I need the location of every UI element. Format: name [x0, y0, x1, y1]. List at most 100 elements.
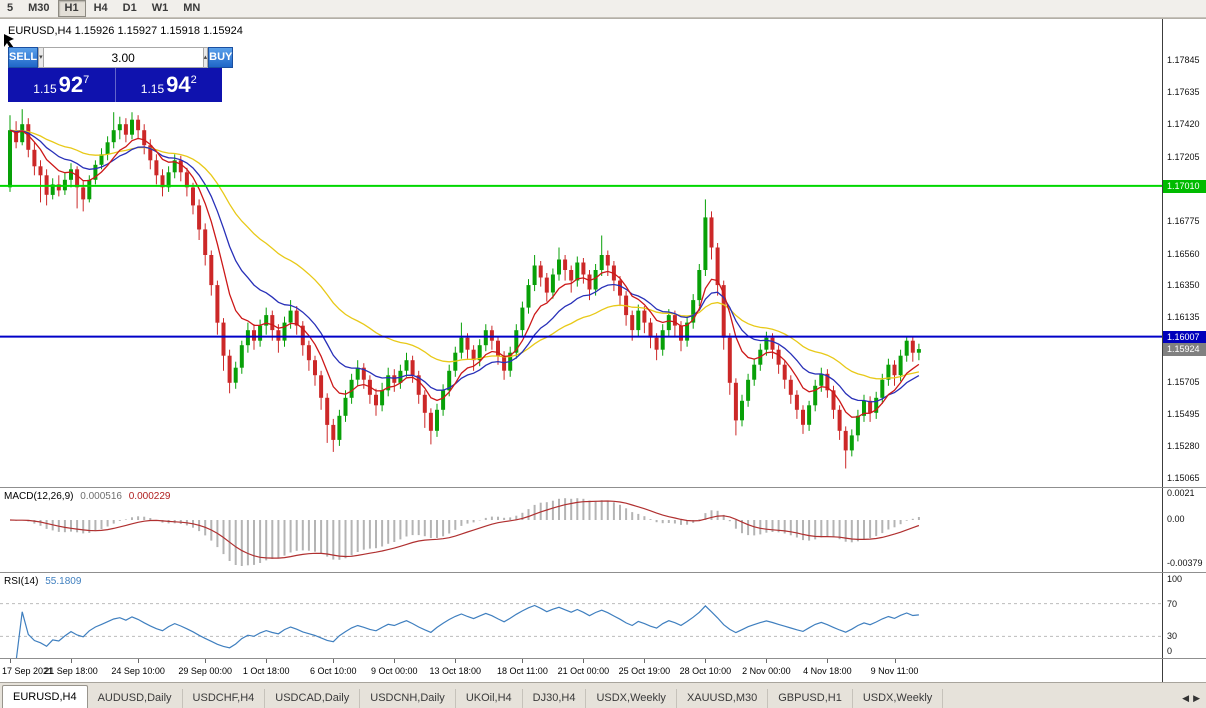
buy-button[interactable]: BUY — [208, 47, 234, 68]
rsi-axis-label: 100 — [1167, 574, 1183, 584]
macd-axis-label: 0.00 — [1167, 514, 1185, 524]
chart-ohlc-header: EURUSD,H4 1.15926 1.15927 1.15918 1.1592… — [8, 25, 243, 37]
ohlc-text: EURUSD,H4 1.15926 1.15927 1.15918 1.1592… — [8, 25, 243, 37]
price-axis[interactable]: 1.17845 1.17635 1.17420 1.17205 1.16775 1.165… — [1162, 19, 1206, 487]
timeframe-button-m30[interactable]: M30 — [28, 2, 50, 14]
buy-price-base: 1.15 — [140, 81, 165, 96]
timeframe-toolbar: 5 M30 H1 H4 D1 W1 MN — [0, 0, 1206, 18]
time-tick — [455, 659, 457, 663]
time-tick — [394, 659, 396, 663]
time-tick — [10, 659, 11, 663]
candlestick-chart[interactable] — [0, 19, 1162, 487]
macd-axis-label: -0.00379 — [1167, 558, 1203, 568]
rsi-axis-label: 0 — [1167, 646, 1173, 656]
price-axis-label: 1.16560 — [1167, 248, 1200, 259]
main-chart-panel: EURUSD,H4 1.15926 1.15927 1.15918 1.1592… — [0, 18, 1206, 487]
chart-tab-bar: EURUSD,H4 AUDUSD,Daily USDCHF,H4 USDCAD,Dai… — [0, 682, 1206, 708]
macd-label: MACD(12,26,9) 0.000516 0.000229 — [4, 491, 170, 502]
price-tag: 1.15924 — [1163, 343, 1206, 357]
rsi-plot[interactable]: RSI(14) 55.1809 — [0, 573, 1162, 658]
sell-price-sup: 7 — [83, 74, 90, 86]
time-tick — [827, 659, 829, 663]
chart-tab-xauusd-m30[interactable]: XAUUSD,M30 — [677, 689, 769, 708]
chart-tab-audusd-daily[interactable]: AUDUSD,Daily — [88, 689, 183, 708]
chart-tab-dj30-h4[interactable]: DJ30,H4 — [523, 689, 587, 708]
macd-plot[interactable]: MACD(12,26,9) 0.000516 0.000229 — [0, 488, 1162, 572]
chart-tab-usdcnh-daily[interactable]: USDCNH,Daily — [360, 689, 456, 708]
price-tag: 1.16007 — [1163, 330, 1206, 344]
tab-scroll-left-icon[interactable]: ◀ — [1182, 693, 1190, 703]
rsi-label: RSI(14) 55.1809 — [4, 576, 81, 587]
time-label: 13 Oct 18:00 — [429, 666, 482, 676]
timeframe-button-mn[interactable]: MN — [183, 2, 201, 14]
rsi-axis-label: 70 — [1167, 598, 1178, 609]
volume-up-icon[interactable]: ▴ — [202, 47, 209, 68]
time-tick — [333, 659, 335, 663]
time-axis-labels[interactable]: 17 Sep 2021 21 Sep 18:00 24 Sep 10:00 29 Se… — [0, 659, 1162, 682]
trade-prices-row: 1.15 92 7 1.15 94 2 — [8, 68, 222, 102]
timeframe-buttons: 5 M30 H1 H4 D1 W1 MN — [0, 0, 208, 17]
price-axis-label: 1.16350 — [1167, 280, 1200, 291]
timeframe-button-h1[interactable]: H1 — [57, 0, 86, 17]
macd-axis[interactable]: 0.0021 0.00 -0.00379 — [1162, 488, 1206, 572]
price-axis-label: 1.15705 — [1167, 377, 1200, 388]
macd-signal-value: 0.000229 — [128, 491, 171, 502]
timeframe-button-h4[interactable]: H4 — [93, 2, 108, 14]
price-tag: 1.17010 — [1163, 179, 1206, 193]
rsi-axis[interactable]: 100 70 30 0 — [1162, 573, 1206, 658]
timeframe-button-5[interactable]: 5 — [7, 2, 14, 14]
tab-scroll-right-icon[interactable]: ▶ — [1193, 693, 1200, 703]
time-label: 9 Oct 00:00 — [371, 666, 418, 676]
buy-price[interactable]: 1.15 94 2 — [114, 68, 223, 102]
time-tick — [266, 659, 268, 663]
sell-button[interactable]: SELL — [8, 47, 39, 68]
time-tick — [205, 659, 207, 663]
sell-price[interactable]: 1.15 92 7 — [8, 68, 115, 102]
volume-input[interactable] — [43, 47, 203, 68]
volume-down-icon[interactable]: ▾ — [38, 47, 44, 68]
chart-tab-ukoil-h4[interactable]: UKOil,H4 — [456, 689, 523, 708]
rsi-axis-label: 30 — [1167, 631, 1178, 642]
time-label: 25 Oct 19:00 — [618, 666, 671, 676]
buy-price-sup: 2 — [190, 74, 197, 86]
rsi-name: RSI(14) — [4, 576, 39, 587]
price-axis-label: 1.16135 — [1167, 312, 1200, 323]
time-label: 9 Nov 11:00 — [870, 666, 919, 676]
chart-tab-eurusd-h4[interactable]: EURUSD,H4 — [2, 685, 88, 708]
chart-tab-usdx-weekly[interactable]: USDX,Weekly — [853, 689, 944, 708]
price-axis-label: 1.17845 — [1167, 55, 1200, 66]
time-label: 2 Nov 00:00 — [742, 666, 791, 676]
time-label: 24 Sep 10:00 — [111, 666, 165, 676]
one-click-trade-panel: SELL ▾ ▴ BUY 1.15 92 7 1.15 94 2 — [8, 47, 234, 102]
price-axis-label: 1.15280 — [1167, 440, 1200, 451]
chart-tab-usdchf-h4[interactable]: USDCHF,H4 — [183, 689, 266, 708]
chart-tab-usdcad-daily[interactable]: USDCAD,Daily — [265, 689, 361, 708]
price-axis-label: 1.16775 — [1167, 216, 1200, 227]
time-label: 18 Oct 11:00 — [496, 666, 548, 676]
time-label: 1 Oct 18:00 — [242, 666, 290, 676]
timeframe-button-d1[interactable]: D1 — [122, 2, 137, 14]
price-axis-label: 1.17635 — [1167, 86, 1200, 97]
time-label: 21 Sep 18:00 — [44, 666, 98, 676]
arrow-annotation-icon[interactable] — [3, 34, 18, 51]
time-axis[interactable]: 17 Sep 2021 21 Sep 18:00 24 Sep 10:00 29 Se… — [0, 658, 1206, 682]
sell-price-base: 1.15 — [33, 81, 57, 96]
time-label: 17 Sep 2021 — [2, 666, 54, 676]
time-axis-corner — [1162, 659, 1206, 682]
chart-tab-gbpusd-h1[interactable]: GBPUSD,H1 — [768, 689, 853, 708]
tab-scroll-controls: ◀ ▶ — [1182, 693, 1206, 708]
buy-price-big: 94 — [166, 72, 191, 97]
timeframe-button-w1[interactable]: W1 — [151, 2, 169, 14]
macd-panel: MACD(12,26,9) 0.000516 0.000229 0.0021 0.… — [0, 487, 1206, 572]
chart-tab-usdx-weekly[interactable]: USDX,Weekly — [586, 689, 677, 708]
time-tick — [894, 659, 896, 663]
time-label: 28 Oct 10:00 — [679, 666, 732, 676]
time-tick — [644, 659, 646, 663]
macd-axis-label: 0.0021 — [1167, 488, 1195, 498]
time-tick — [138, 659, 140, 663]
trade-controls-row: SELL ▾ ▴ BUY — [8, 47, 234, 68]
time-label: 4 Nov 18:00 — [803, 666, 852, 676]
main-chart-plot[interactable]: EURUSD,H4 1.15926 1.15927 1.15918 1.1592… — [0, 19, 1162, 487]
time-tick — [522, 659, 524, 663]
time-label: 6 Oct 10:00 — [310, 666, 357, 676]
